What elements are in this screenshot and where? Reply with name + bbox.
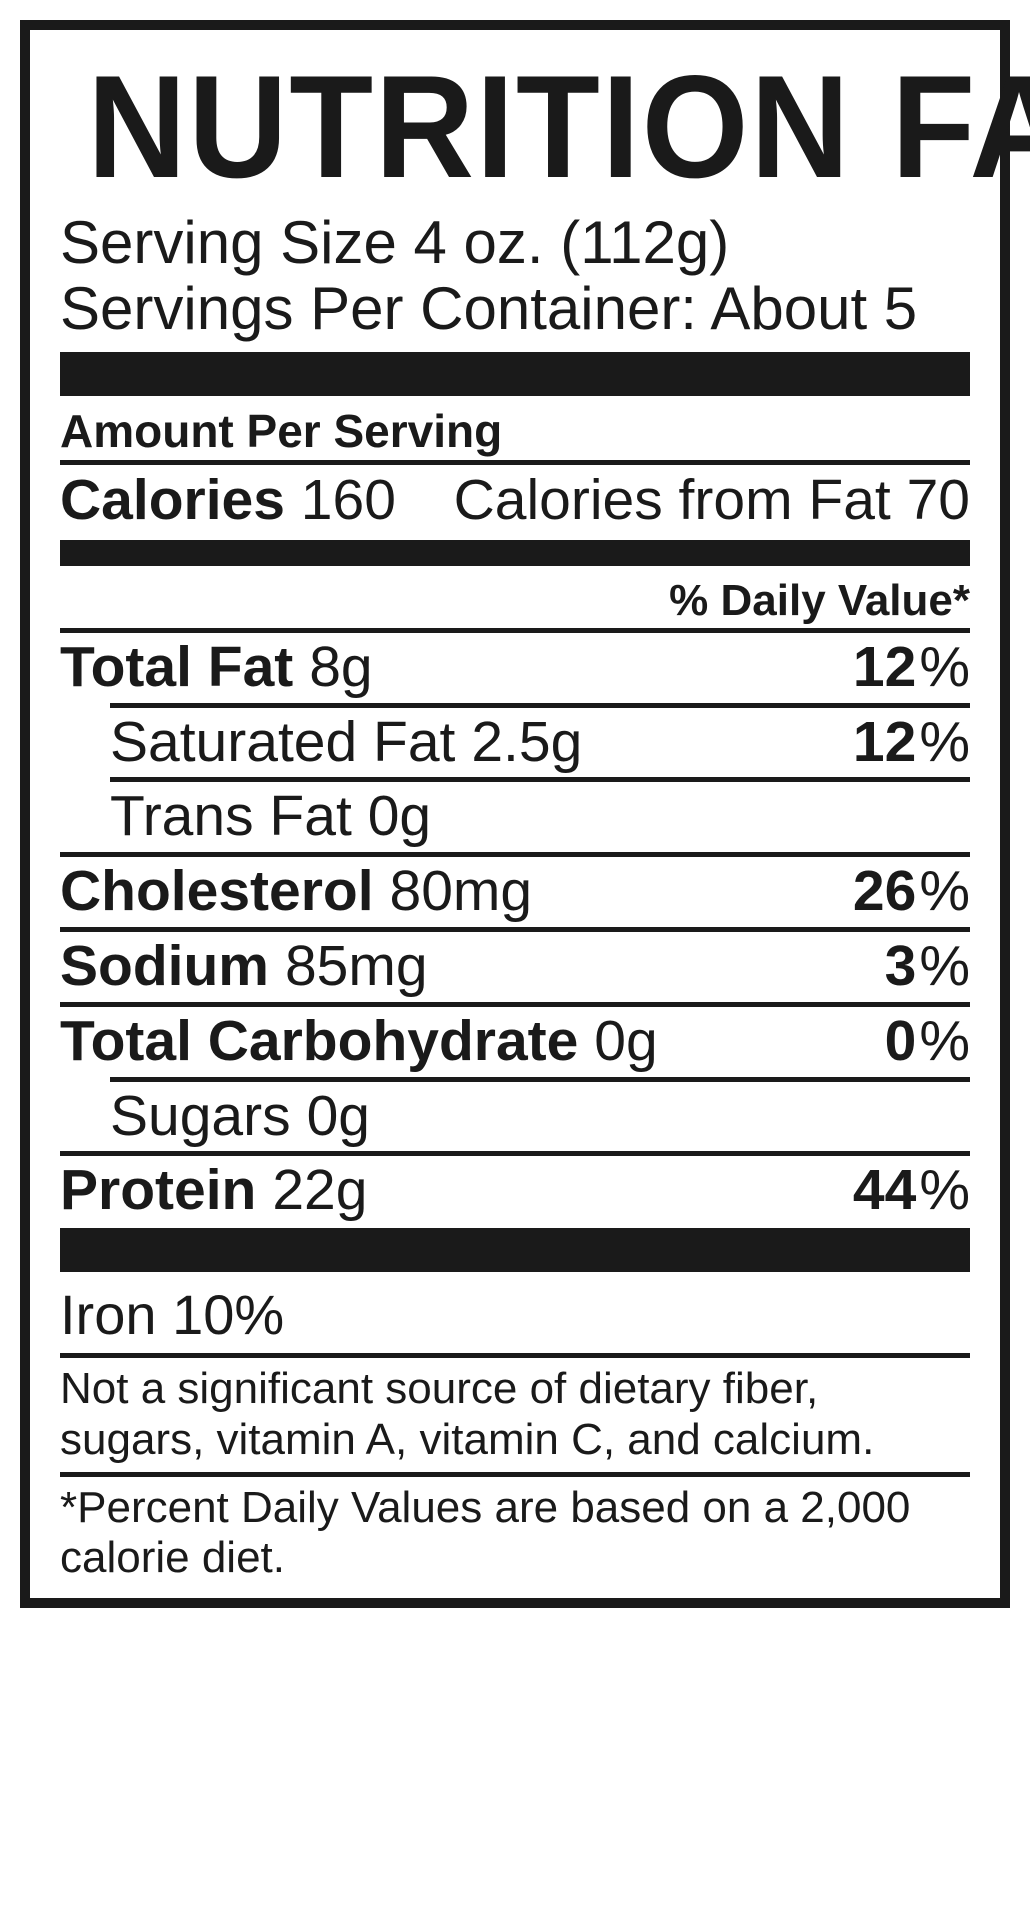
divider-thin	[60, 927, 970, 932]
nutrient-name: Saturated Fat	[60, 711, 455, 775]
nutrient-name: Trans Fat	[60, 785, 352, 849]
divider-thin	[60, 460, 970, 465]
serving-info: Serving Size 4 oz. (112g) Servings Per C…	[60, 210, 970, 348]
amount-per-serving-label: Amount Per Serving	[60, 402, 970, 458]
nutrient-name: Cholesterol	[60, 860, 374, 924]
nutrient-value: 85mg	[285, 935, 428, 999]
nutrient-value: 0g	[368, 785, 431, 849]
calories-value: 160	[301, 468, 396, 532]
nutrient-row-sugars: Sugars 0g	[60, 1084, 970, 1150]
nutrient-value: 0g	[594, 1010, 657, 1074]
divider-thin	[60, 1472, 970, 1477]
vitamin-value: 10%	[172, 1283, 284, 1346]
divider-thin-inset	[110, 1077, 970, 1082]
nutrient-name: Total Carbohydrate	[60, 1010, 578, 1074]
nutrient-row-cholesterol: Cholesterol 80mg 26%	[60, 859, 970, 925]
nutrient-pct: 12%	[853, 636, 970, 700]
nutrient-value: 8g	[309, 636, 372, 700]
divider-bar-thick	[60, 352, 970, 396]
nutrient-value: 0g	[307, 1085, 370, 1149]
servings-per-container-value: About 5	[710, 275, 917, 342]
nutrient-name: Total Fat	[60, 636, 293, 700]
vitamin-row-iron: Iron 10%	[60, 1278, 970, 1351]
nutrient-name: Sodium	[60, 935, 269, 999]
nutrient-pct: 0%	[885, 1010, 970, 1074]
calories-from-fat-label: Calories from Fat	[454, 468, 891, 532]
nutrient-row-sodium: Sodium 85mg 3%	[60, 934, 970, 1000]
nutrient-value: 22g	[272, 1159, 367, 1223]
nutrient-name: Protein	[60, 1159, 256, 1223]
divider-bar-thick	[60, 1228, 970, 1272]
footnote-not-significant: Not a significant source of dietary fibe…	[60, 1360, 970, 1469]
vitamin-name: Iron	[60, 1283, 157, 1346]
nutrition-facts-panel: NUTRITION FACTS Serving Size 4 oz. (112g…	[20, 20, 1010, 1608]
divider-thin	[60, 1353, 970, 1358]
serving-size-label: Serving Size	[60, 209, 397, 276]
nutrient-row-saturated-fat: Saturated Fat 2.5g 12%	[60, 710, 970, 776]
divider-thin-inset	[110, 777, 970, 782]
divider-bar-medium	[60, 540, 970, 566]
nutrient-row-total-carbohydrate: Total Carbohydrate 0g 0%	[60, 1009, 970, 1075]
calories-row: Calories 160 Calories from Fat 70	[60, 467, 970, 536]
divider-thin	[60, 628, 970, 633]
divider-thin	[60, 1151, 970, 1156]
nutrient-row-total-fat: Total Fat 8g 12%	[60, 635, 970, 701]
nutrient-value: 2.5g	[471, 711, 582, 775]
nutrient-pct: 3%	[885, 935, 970, 999]
calories-from-fat-value: 70	[907, 468, 970, 532]
nutrient-row-protein: Protein 22g 44%	[60, 1158, 970, 1224]
nutrient-row-trans-fat: Trans Fat 0g	[60, 784, 970, 850]
footnote-dv-basis: *Percent Daily Values are based on a 2,0…	[60, 1479, 970, 1588]
panel-title: NUTRITION FACTS	[87, 34, 942, 210]
calories-label: Calories	[60, 468, 285, 532]
nutrient-pct: 26%	[853, 860, 970, 924]
divider-thin	[60, 1002, 970, 1007]
servings-per-container-label: Servings Per Container:	[60, 275, 697, 342]
divider-thin-inset	[110, 703, 970, 708]
nutrient-pct: 12%	[853, 711, 970, 775]
nutrient-value: 80mg	[390, 860, 533, 924]
serving-size-value: 4 oz. (112g)	[414, 209, 730, 276]
divider-thin	[60, 852, 970, 857]
nutrient-name: Sugars	[60, 1085, 291, 1149]
nutrient-pct: 44%	[853, 1159, 970, 1223]
daily-value-header: % Daily Value*	[60, 572, 970, 626]
